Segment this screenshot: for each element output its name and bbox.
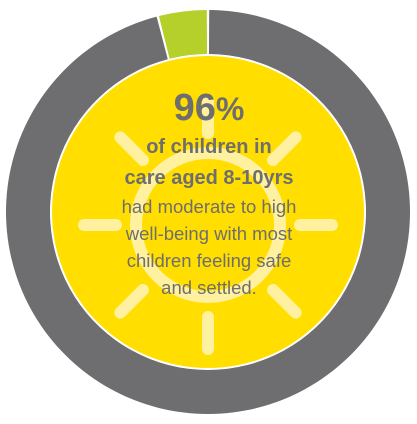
stat-subject-line-2: care aged 8-10yrs — [124, 167, 294, 189]
donut-slices — [5, 10, 410, 415]
stat-block: 96% of children in care aged 8-10yrs had… — [86, 86, 332, 301]
stat-description-line-1: had moderate to high — [121, 196, 297, 217]
stat-number: 96 — [173, 87, 216, 129]
stat-unit: % — [215, 91, 245, 127]
sun-ray — [267, 284, 302, 319]
stat-subject-line-1: of children in — [146, 136, 272, 158]
sun-ray — [114, 131, 149, 166]
sun-ray — [114, 284, 149, 319]
donut-slice-4 — [158, 10, 208, 59]
stat-description-line-3: children feeling safe — [126, 250, 292, 271]
stat-description-line-2: well-being with most — [125, 223, 293, 244]
sun-ring — [130, 147, 286, 303]
center-disc — [52, 56, 364, 368]
stat-value: 96% — [86, 86, 332, 131]
sun-ray — [267, 131, 302, 166]
stat-description-line-4: and settled. — [161, 277, 257, 298]
sun-icon — [78, 95, 338, 355]
